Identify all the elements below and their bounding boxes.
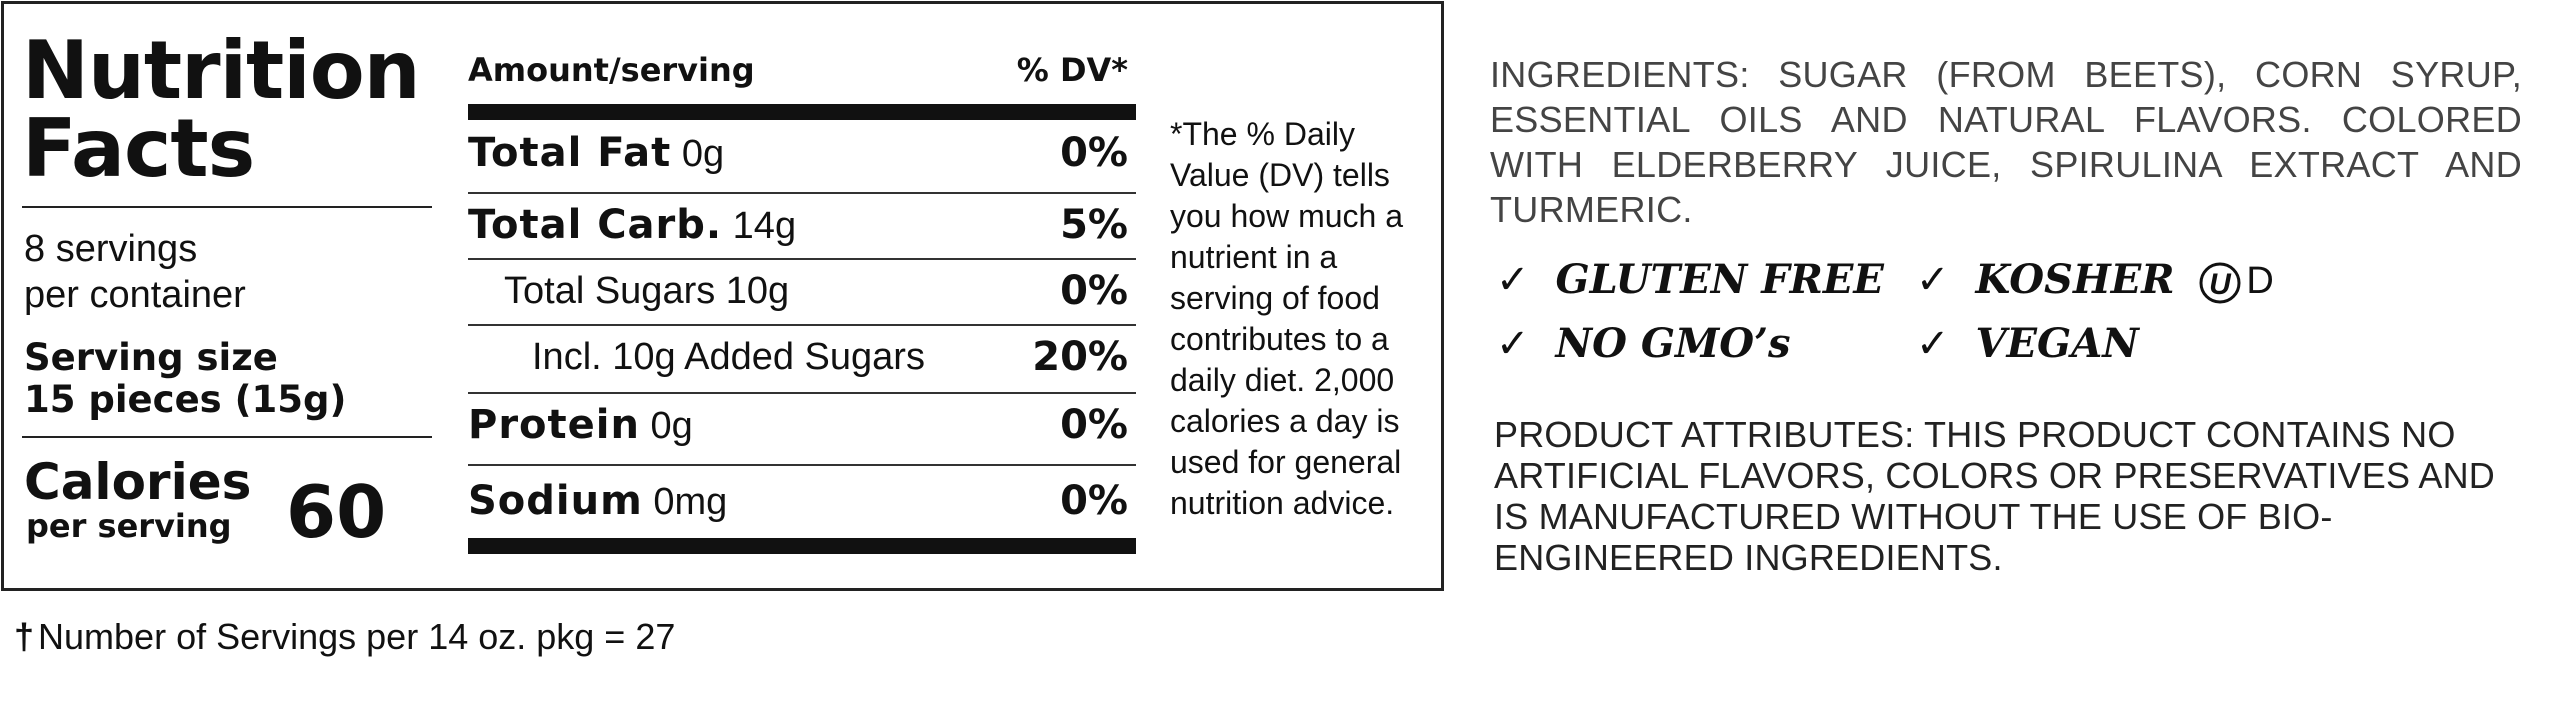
nutrient-amount: 14g [732,205,797,247]
table-row: Total Carb. 14g 5% [468,194,1136,260]
nutrient-dv: 0% [1060,130,1128,176]
thick-rule [468,538,1136,554]
servings-count: 8 servings [24,228,198,270]
calories-label: Calories [24,453,252,511]
kosher-dairy-mark: D [2246,260,2274,302]
header-dv: % DV* [1016,51,1128,89]
row-divider [468,324,1136,326]
servings-per-container: 8 servings per container [24,226,246,318]
nutrient-amount: 0g [650,405,693,447]
nutrient-name: Sodium 0mg [468,476,727,527]
claim-label: KOSHER [1975,256,2175,303]
divider [22,206,432,208]
nutrient-label: Protein [468,402,640,448]
divider [22,436,432,438]
package-servings-text: Number of Servings per 14 oz. pkg = 27 [38,616,676,657]
serving-size-label: Serving size [24,336,278,379]
nutrient-dv: 0% [1060,402,1128,448]
calories-value: 60 [286,470,387,554]
check-icon: ✓ [1496,257,1530,303]
check-icon: ✓ [1496,321,1530,367]
nutrient-name: Total Carb. 14g [468,200,796,251]
dagger-mark: † [14,616,35,657]
daily-value-footnote: *The % Daily Value (DV) tells you how mu… [1170,116,1404,521]
claim-label: GLUTEN FREE [1555,256,1884,303]
nutrition-facts-heading: Nutrition Facts [22,24,432,195]
table-row: Total Sugars 10g 0% [468,260,1136,326]
package-servings-note: † Number of Servings per 14 oz. pkg = 27 [14,614,675,660]
check-icon: ✓ [1916,321,1950,367]
serving-size: Serving size 15 pieces (15g) [24,337,346,421]
nutrition-title-line2: Facts [22,102,255,195]
nutrient-label: Total Fat [468,130,672,176]
nutrition-title-line1: Nutrition [22,24,421,117]
nutrient-name: Total Fat 0g [468,128,724,179]
claim-label: NO GMO’s [1555,320,1791,367]
kosher-symbol-letter: U [2210,268,2233,301]
claim-label: VEGAN [1975,320,2139,367]
nutrition-facts-panel: Nutrition Facts 8 servings per container… [1,1,1444,591]
ingredients-statement: INGREDIENTS: SUGAR (FROM BEETS), CORN SY… [1490,54,2522,230]
nutrient-name: Incl. 10g Added Sugars [532,336,925,378]
check-icon: ✓ [1916,257,1950,303]
header-amount: Amount/serving [468,51,755,89]
nutrient-label: Total Carb. [468,202,723,248]
servings-label: per container [24,274,246,316]
table-row: Protein 0g 0% [468,394,1136,466]
claim-gluten-free: ✓ GLUTEN FREE [1496,250,1884,310]
nutrient-dv: 5% [1060,202,1128,248]
nutrient-amount: 0mg [653,481,728,523]
claim-no-gmo: ✓ NO GMO’s [1496,314,1791,374]
table-row: Sodium 0mg 0% [468,470,1136,536]
calories-sub-label: per serving [26,507,232,545]
table-row: Total Fat 0g 0% [468,122,1136,194]
thick-rule [468,104,1136,120]
nutrient-name: Protein 0g [468,400,693,451]
nutrient-dv: 0% [1060,478,1128,524]
nutrient-dv: 0% [1060,268,1128,314]
claim-vegan: ✓ VEGAN [1916,314,2139,374]
row-divider [468,464,1136,466]
claim-kosher: ✓ KOSHER U D [1916,250,2274,311]
serving-size-value: 15 pieces (15g) [24,378,347,421]
row-divider [468,392,1136,394]
nutrient-name: Total Sugars 10g [504,270,790,312]
row-divider [468,258,1136,260]
nutrient-label: Sodium [468,478,643,524]
kosher-ou-icon: U [2199,262,2241,304]
nutrient-dv: 20% [1032,334,1128,380]
product-attributes: PRODUCT ATTRIBUTES: THIS PRODUCT CONTAIN… [1494,414,2495,578]
table-header: Amount/serving % DV* [468,50,1128,90]
table-row: Incl. 10g Added Sugars 20% [468,326,1136,394]
row-divider [468,192,1136,194]
product-claims: ✓ GLUTEN FREE ✓ KOSHER U D ✓ NO GMO’s ✓ VEGA… [1496,250,2274,390]
nutrient-amount: 0g [681,133,725,175]
